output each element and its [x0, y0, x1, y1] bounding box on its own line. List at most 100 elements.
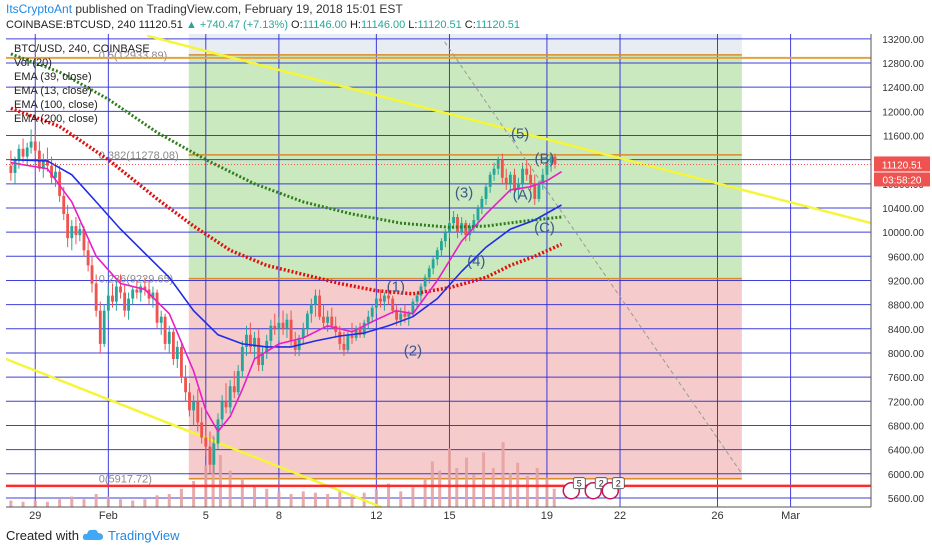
candle-body — [370, 307, 374, 317]
volume-bar — [301, 491, 305, 507]
wave-label: (1) — [387, 278, 405, 295]
y-tick-label: 12000.00 — [882, 107, 924, 118]
y-tick-label: 8000.00 — [888, 349, 925, 360]
wave-label: (3) — [455, 185, 473, 202]
candle-body — [480, 198, 484, 208]
volume-bar — [58, 499, 62, 507]
volume-bar — [21, 501, 25, 507]
volume-bar — [350, 494, 354, 507]
volume-bar — [326, 494, 330, 507]
candle-body — [281, 322, 285, 329]
candle-body — [192, 401, 196, 411]
volume-bar — [465, 457, 469, 507]
price-tag-text: 11120.51 — [882, 160, 923, 171]
candle-body — [98, 310, 102, 344]
candle-body — [21, 148, 25, 157]
author-link[interactable]: ItsCryptoAnt — [6, 2, 73, 16]
y-tick-label: 7600.00 — [888, 373, 925, 384]
candle-body — [301, 328, 305, 338]
volume-bar — [399, 491, 403, 507]
fib-zone-green — [188, 54, 742, 279]
candle-body — [330, 316, 334, 326]
wave-label: (B) — [534, 150, 554, 167]
candle-body — [78, 229, 82, 236]
high-value: 11146.00 — [360, 19, 406, 31]
y-tick-label: 8800.00 — [888, 301, 925, 312]
candle-body — [285, 319, 289, 329]
candle-body — [476, 207, 480, 221]
candle-body — [228, 386, 232, 408]
candle-body — [159, 316, 163, 323]
volume-bar — [240, 478, 244, 507]
volume-bar — [491, 468, 495, 507]
candle-body — [326, 316, 330, 323]
candle-body — [58, 171, 62, 196]
candle-body — [529, 174, 533, 184]
volume-bar — [289, 494, 293, 507]
tradingview-brand[interactable]: TradingView — [108, 528, 180, 543]
volume-bar — [545, 478, 549, 507]
candle-body — [533, 183, 537, 199]
volume-bar — [33, 500, 37, 507]
candle-body — [435, 250, 439, 260]
candle-body — [123, 292, 127, 311]
candle-body — [350, 334, 354, 338]
candle-body — [407, 313, 411, 317]
volume-bar — [438, 470, 442, 507]
x-tick-label: 5 — [203, 510, 209, 522]
candle-body — [508, 174, 512, 184]
high-label: H: — [349, 19, 361, 31]
symbol-label: COINBASE:BTCUSD, 240 — [6, 19, 136, 31]
candle-body — [464, 223, 468, 236]
candle-body — [9, 165, 13, 173]
candle-body — [131, 289, 135, 299]
candle-body — [492, 168, 496, 175]
volume-bar — [155, 495, 159, 507]
candle-body — [86, 250, 90, 266]
candle-body — [500, 159, 504, 178]
created-with-text: Created with — [6, 528, 79, 543]
legend-item: EMA (200, close) — [14, 113, 98, 125]
candle-body — [37, 150, 41, 169]
candle-body — [525, 168, 529, 175]
volume-bar — [70, 496, 74, 507]
candle-body — [54, 171, 57, 178]
candle-body — [452, 217, 456, 224]
candle-body — [423, 277, 427, 287]
price-chart[interactable]: 0.5(12933.89)0.382(11278.08)0.236(9229.6… — [0, 34, 932, 522]
candle-body — [188, 392, 191, 411]
volume-bar — [218, 455, 222, 507]
legend-item: EMA (13, close) — [14, 85, 92, 97]
event-badge-count: 2 — [599, 479, 604, 489]
candle-body — [102, 310, 106, 344]
volume-bar — [535, 468, 539, 507]
publish-line: ItsCryptoAnt published on TradingView.co… — [6, 2, 403, 16]
candle-body — [440, 241, 443, 251]
candle-body — [220, 401, 224, 420]
candle-body — [94, 283, 98, 311]
volume-bar — [179, 488, 183, 507]
legend-item: BTC/USD, 240, COINBASE — [14, 43, 150, 55]
candle-body — [403, 313, 407, 317]
candle-body — [379, 298, 382, 302]
volume-bar — [228, 470, 232, 507]
x-tick-label: 15 — [443, 510, 455, 522]
candle-body — [196, 401, 200, 423]
y-tick-label: 6400.00 — [888, 446, 925, 457]
volume-bar — [447, 448, 451, 507]
legend-item: EMA (39, close) — [14, 71, 92, 83]
volume-bar — [313, 492, 317, 507]
volume-bar — [192, 481, 196, 507]
candle-body — [29, 141, 33, 148]
volume-bar — [482, 452, 486, 507]
ema-100-line — [10, 106, 563, 296]
candle-body — [362, 322, 366, 335]
wave-label: (5) — [511, 126, 529, 143]
candle-body — [17, 148, 21, 160]
price-axis-background — [871, 34, 932, 507]
volume-bar — [423, 478, 427, 507]
candle-body — [391, 298, 395, 311]
x-tick-label: 19 — [541, 510, 553, 522]
volume-bar — [338, 491, 342, 507]
volume-bar — [508, 473, 512, 507]
